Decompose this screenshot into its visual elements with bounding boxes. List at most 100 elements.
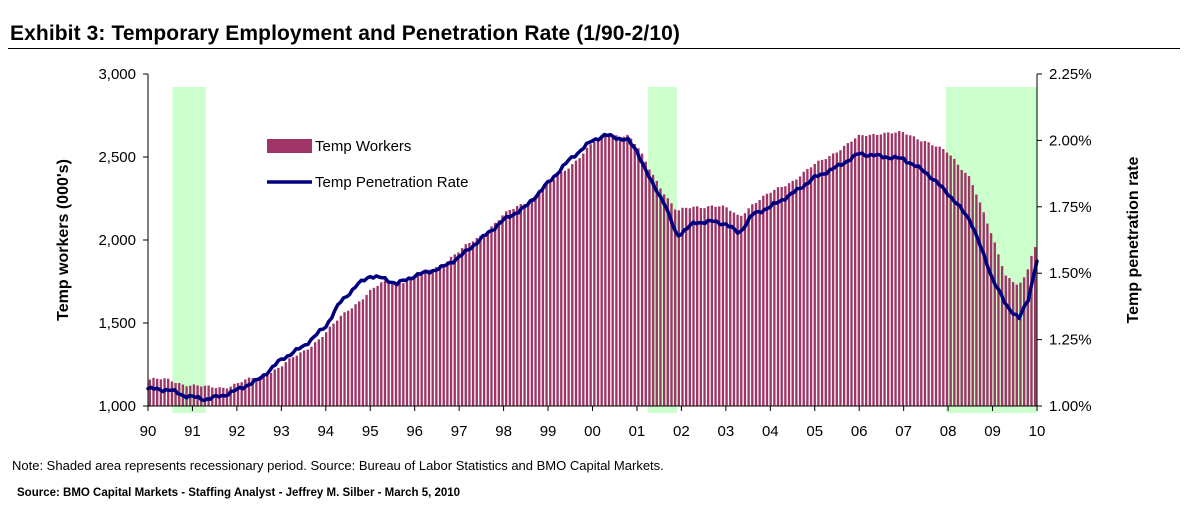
temp-workers-bar: [343, 312, 346, 406]
temp-workers-bar: [986, 223, 989, 406]
temp-workers-bar: [402, 283, 405, 406]
temp-workers-bar: [567, 168, 570, 406]
x-tick-label: 10: [1029, 423, 1046, 440]
temp-workers-bar: [729, 210, 732, 406]
temp-workers-bar: [681, 207, 684, 406]
temp-workers-bar: [865, 136, 868, 407]
temp-workers-bar: [747, 208, 750, 406]
right-axis-ticks: 1.00% 1.25% 1.50% 1.75% 2.00% 2.25%: [1037, 66, 1092, 415]
temp-workers-bar: [993, 242, 996, 406]
temp-workers-bar: [589, 144, 592, 406]
x-tick-label: 06: [851, 423, 868, 440]
x-tick-label: 95: [362, 423, 379, 440]
temp-workers-bar: [284, 362, 287, 406]
temp-workers-bar: [688, 208, 692, 406]
temp-workers-bar: [666, 198, 669, 406]
temp-workers-bar: [538, 193, 541, 406]
temp-workers-bar: [964, 172, 967, 406]
temp-workers-bar: [1000, 266, 1004, 406]
temp-workers-bar: [743, 213, 747, 406]
temp-workers-bar: [721, 205, 725, 406]
temp-workers-bar: [978, 202, 982, 406]
temp-workers-bar: [967, 176, 971, 406]
temp-workers-bar: [530, 198, 534, 406]
y-axis-title: Temp workers (000's): [55, 159, 72, 321]
temp-workers-bar: [497, 220, 500, 406]
temp-workers-bar: [240, 382, 243, 406]
temp-workers-bar: [574, 160, 578, 406]
temp-workers-bar: [920, 141, 923, 406]
temp-workers-bar: [460, 248, 464, 406]
x-tick-label: 03: [718, 423, 735, 440]
temp-workers-bar: [505, 211, 508, 406]
temp-workers-bar: [607, 135, 611, 406]
temp-workers-bar: [152, 377, 155, 406]
temp-workers-bar: [651, 174, 655, 406]
temp-workers-bar: [549, 181, 552, 406]
temp-workers-bar: [894, 132, 897, 406]
temp-workers-bar: [435, 266, 438, 406]
temp-workers-bar: [1011, 282, 1015, 406]
x-tick-label: 02: [673, 423, 690, 440]
temp-workers-bar: [369, 289, 372, 406]
temp-workers-bar: [670, 203, 673, 406]
right-tick-label: 1.75%: [1049, 199, 1092, 216]
temp-workers-bar: [236, 382, 240, 406]
temp-workers-bar: [997, 254, 1000, 406]
temp-workers-bar: [769, 192, 772, 406]
temp-workers-bar: [585, 147, 589, 406]
right-tick-label: 1.50%: [1049, 265, 1092, 282]
temp-workers-bar: [361, 299, 365, 406]
temp-workers-bar: [552, 179, 556, 406]
temp-workers-bar: [299, 352, 302, 406]
temp-workers-bar: [1015, 284, 1018, 406]
temp-workers-bar: [563, 170, 567, 406]
temp-workers-bar: [1004, 275, 1007, 406]
temp-workers-bar: [710, 205, 714, 406]
temp-workers-bar: [773, 189, 776, 406]
temp-workers-bar: [740, 215, 743, 406]
x-tick-label: 07: [895, 423, 912, 440]
temp-workers-bars: [148, 131, 1037, 407]
temp-workers-bar: [802, 171, 805, 406]
temp-workers-bar: [273, 369, 276, 406]
temp-workers-bar: [791, 180, 794, 406]
temp-workers-bar: [255, 378, 258, 406]
temp-workers-bar: [912, 136, 916, 406]
temp-workers-bar: [1019, 282, 1022, 406]
temp-workers-bar: [611, 134, 614, 406]
left-tick-label: 2,000: [98, 232, 136, 249]
temp-workers-bar: [798, 176, 802, 406]
temp-workers-bar: [857, 134, 861, 407]
temp-workers-bar: [703, 208, 706, 406]
temp-workers-bar: [266, 375, 269, 406]
temp-workers-bar: [468, 242, 471, 406]
temp-workers-bar: [806, 168, 809, 406]
temp-workers-bar: [960, 170, 963, 406]
temp-workers-bar: [982, 212, 985, 406]
x-tick-label: 90: [140, 423, 157, 440]
temp-workers-bar: [648, 169, 651, 406]
temp-workers-bar: [398, 282, 401, 406]
temp-workers-bar: [277, 367, 280, 406]
temp-workers-bar: [207, 385, 210, 406]
temp-workers-bar: [534, 195, 537, 406]
x-tick-label: 92: [229, 423, 246, 440]
temp-workers-bar: [200, 386, 203, 406]
temp-workers-bar: [317, 339, 320, 406]
temp-workers-bar: [1033, 247, 1037, 406]
temp-workers-bar: [762, 195, 765, 406]
temp-workers-bar: [336, 320, 339, 406]
temp-workers-bar: [167, 378, 170, 406]
temp-workers-bar: [244, 379, 247, 406]
source-line: Source: BMO Capital Markets - Staffing A…: [17, 487, 461, 499]
temp-workers-bar: [622, 136, 625, 406]
legend-bar-label: Temp Workers: [315, 138, 411, 155]
temp-workers-bar: [685, 207, 688, 406]
footnote: Note: Shaded area represents recessionar…: [12, 458, 664, 473]
temp-workers-bar: [516, 206, 519, 406]
temp-workers-bar: [754, 203, 758, 406]
temp-workers-bar: [596, 138, 600, 406]
temp-workers-bar: [258, 376, 262, 406]
temp-workers-bar: [842, 145, 846, 406]
